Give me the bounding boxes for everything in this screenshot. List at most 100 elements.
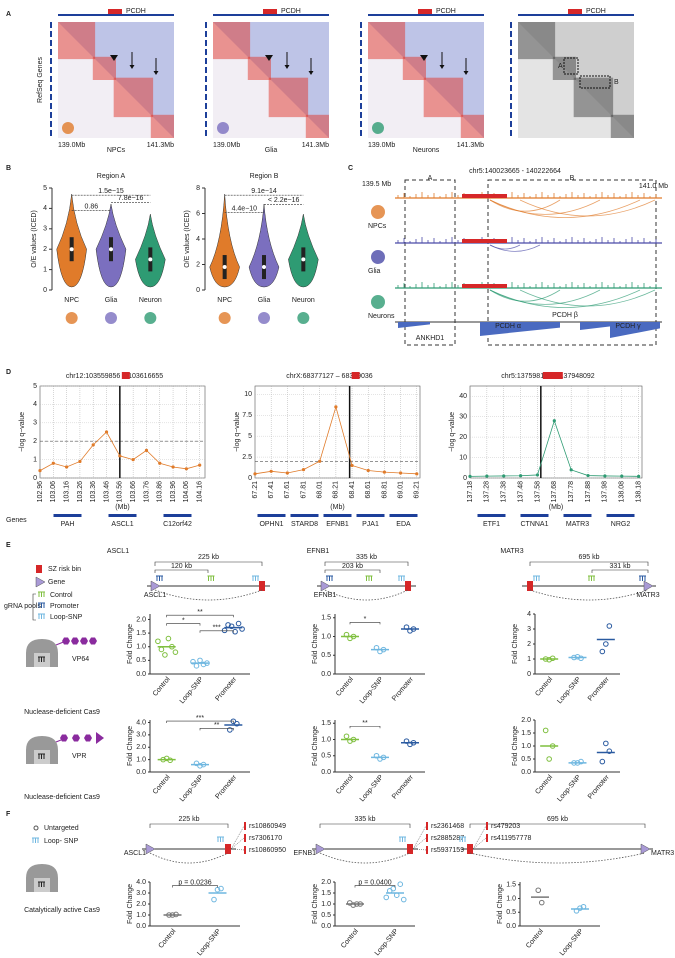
system-name: Nuclease-deficient Cas9 [24,709,100,716]
gene-name: PJA1 [362,521,379,528]
gene-name: ASCL1 [124,850,146,857]
x-tick-label: 103.26 [77,481,84,503]
gene-icon [35,576,46,588]
axis-end: 141.3Mb [457,142,484,149]
region-box [568,9,582,14]
y-tick-label: 2 [33,438,37,445]
y-tick-label: 4 [43,205,47,212]
violin [248,203,280,288]
point [200,661,207,668]
x-tick-label: Control [534,774,554,796]
annotation: *** [196,715,204,722]
bracket [172,885,218,888]
snp-mark [486,834,488,842]
loop-arc [519,199,656,217]
box-label: A [428,175,433,182]
y-axis-label: Fold Change [312,726,319,766]
gene-name: NRG2 [611,521,631,528]
point [234,720,240,727]
annotation: 7.8e−16 [118,195,144,202]
region-label: PCDH [126,8,146,15]
point [366,468,370,473]
y-tick-label: 0.5 [321,912,331,919]
risk-bin [225,844,231,854]
y-tick-label: 4 [196,236,200,243]
snp-link [230,837,245,850]
x-tick-label: 67.81 [300,481,307,499]
distance: 335 kb [354,816,375,823]
point [350,463,354,468]
x-tick-label: Promoter [214,773,238,800]
point [162,652,168,658]
axis-end: 141.3Mb [302,142,329,149]
y-tick-label: 2.0 [521,717,531,724]
distance: 695 kb [578,554,599,561]
x-tick-label: Control [152,774,172,796]
locus-title: ASCL1 [107,548,129,555]
y-axis-label: Fold Change [127,726,134,766]
x-tick-label: Promoter [391,675,415,702]
gene-signal [398,322,430,328]
distance: 203 kb [342,563,363,570]
y-axis-label: −log q−value [234,412,241,452]
point [343,733,350,740]
y-tick-label: 2.0 [136,744,146,751]
x-tick-label: Control [340,928,360,950]
x-tick-label: NPC [217,297,232,304]
point [383,894,390,901]
effector-name: VPR [72,753,86,760]
x-tick-label: 67.21 [252,481,259,499]
annotation: 1.5e−15 [98,188,124,195]
x-tick-label: Loop-SNP [556,676,582,705]
y-tick-label: 4.0 [136,719,146,726]
y-tick-label: 0.5 [506,909,516,916]
point [569,468,573,472]
heatmap-block [305,114,329,138]
axis-start: 139.0Mb [58,142,85,149]
y-tick-label: 4 [527,611,531,618]
x-tick-label: 103.86 [157,481,164,503]
heatmap-block [58,22,96,60]
region-box [418,9,432,14]
heatmap-block [113,77,154,118]
loop-arc [489,244,521,250]
x-tick-label: Promoter [214,675,238,702]
gene-name: C12orf42 [163,521,192,528]
loop-arc [319,852,411,864]
loop-arc [489,289,641,308]
map-name: NPCs [107,147,126,154]
y-tick-label: 0.0 [506,923,516,930]
distance: 225 kb [198,554,219,561]
gene-name: ASCL1 [111,521,133,528]
gene-label: PCDH γ [615,323,641,330]
x-tick-label: 103.06 [50,481,57,503]
point [193,663,200,669]
risk-bin [527,581,533,591]
x-tick-label: Loop-SNP [359,676,385,705]
x-tick-label: 138.08 [619,481,626,503]
gene-label: PCDH α [495,323,521,330]
gene-icon [150,580,161,592]
x-tick-label: Control [152,676,172,698]
track-name: Neurons [368,313,395,320]
snp-link [412,848,427,851]
track-name: Glia [368,268,381,275]
legend-text: SZ risk bin [48,566,81,573]
locus-title: MATR3 [500,548,523,555]
y-axis-label: Fold Change [512,726,519,766]
point [218,885,224,892]
arrow [439,65,445,69]
arrow [265,55,273,61]
y-tick-label: 3.0 [136,732,146,739]
bracket [319,823,411,828]
point [502,474,506,478]
bracket [154,569,209,573]
x-tick-label: 137.98 [602,481,609,503]
x-tick-label: Neuron [292,297,315,304]
point [318,459,322,463]
gene-name: PAH [61,521,75,528]
plot-area [254,385,421,479]
y-tick-label: 1.0 [136,756,146,763]
anchor [462,239,507,243]
y-tick-label: 1.5 [321,615,331,622]
